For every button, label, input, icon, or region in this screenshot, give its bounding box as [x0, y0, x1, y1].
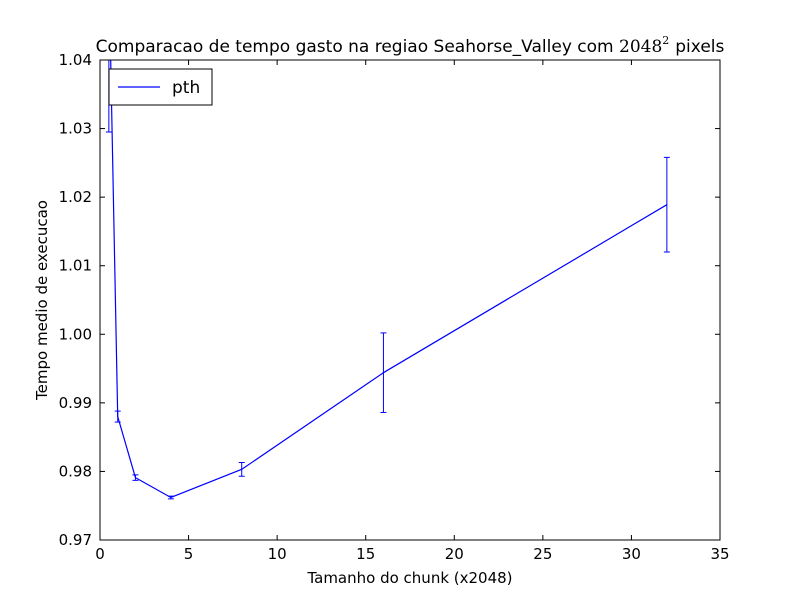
title-suffix: pixels [675, 37, 724, 57]
x-tick-label: 10 [268, 545, 287, 563]
y-tick-label: 1.01 [59, 257, 92, 275]
y-tick-label: 1.02 [59, 188, 92, 206]
legend: pth [108, 68, 213, 106]
x-tick-label: 20 [445, 545, 464, 563]
x-tick-label: 0 [95, 545, 105, 563]
x-tick-label: 35 [710, 545, 729, 563]
legend-label-pth: pth [172, 78, 200, 98]
plot-frame [99, 59, 721, 541]
x-axis-label: Tamanho do chunk (x2048) [306, 569, 512, 587]
chart-title: Comparacao de tempo gasto na regiao Seah… [96, 34, 725, 57]
y-tick-label: 1.04 [59, 51, 92, 69]
plot-area: 0 5 10 15 20 25 30 35 0.97 0.98 0.99 1.00 1.01 1.02 1.… [59, 51, 730, 563]
x-tick-label: 5 [184, 545, 194, 563]
ticks-layer: 0 5 10 15 20 25 30 35 0.97 0.98 0.99 1.00 1.01 1.02 1.… [59, 51, 730, 563]
x-tick-label: 30 [622, 545, 641, 563]
y-tick-label: 1.00 [59, 325, 92, 343]
title-math-base: 2048 [619, 37, 662, 57]
y-tick-label: 0.97 [59, 531, 92, 549]
x-tick-label: 25 [533, 545, 552, 563]
x-tick-label: 15 [356, 545, 375, 563]
y-axis-label: Tempo medio de execucao [33, 200, 51, 401]
plot-background [100, 60, 720, 540]
y-tick-label: 0.99 [59, 394, 92, 412]
y-tick-label: 0.98 [59, 462, 92, 480]
title-math-exponent: 2 [662, 34, 669, 47]
y-tick-label: 1.03 [59, 120, 92, 138]
